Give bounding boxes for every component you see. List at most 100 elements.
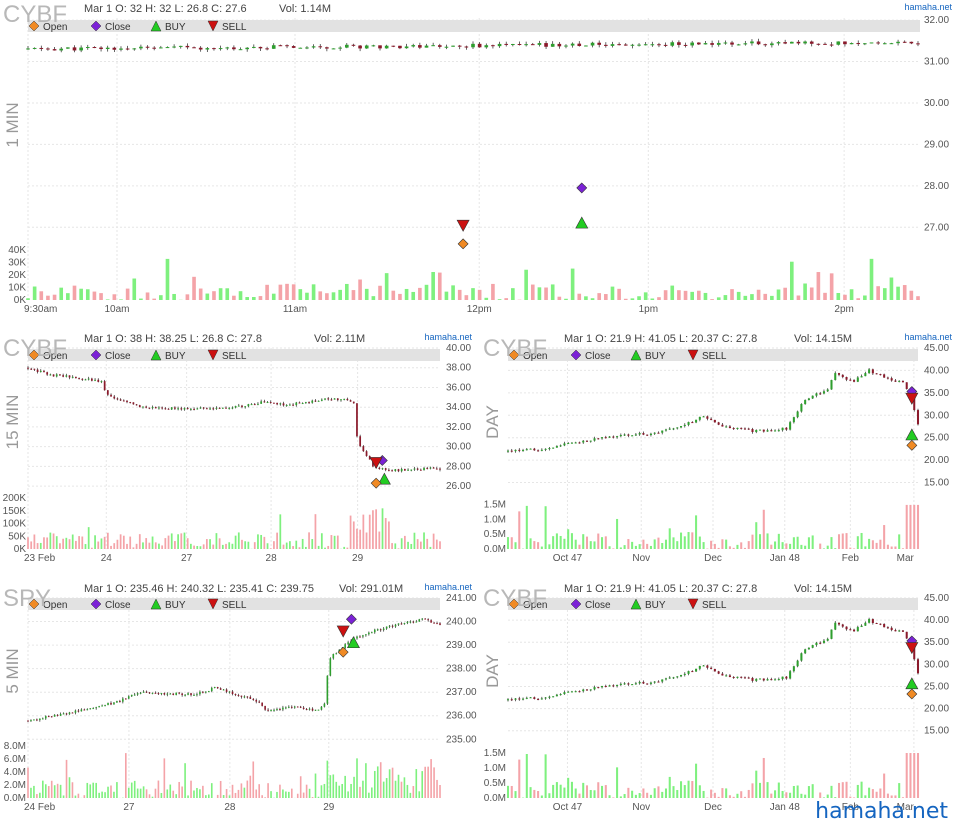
candle-body xyxy=(687,422,690,425)
y-tick-label: 241.00 xyxy=(446,593,477,604)
volume-bar xyxy=(439,541,441,549)
volume-bar xyxy=(74,795,77,798)
candle-body xyxy=(278,45,283,47)
candle-body xyxy=(252,46,256,48)
volume-bar xyxy=(896,286,900,300)
candle-body xyxy=(698,416,701,420)
volume-bar xyxy=(762,757,765,798)
candle-body xyxy=(30,720,32,722)
candle-body xyxy=(743,677,746,679)
volume-bar xyxy=(232,295,236,300)
candle-body xyxy=(74,710,77,713)
volume-bar xyxy=(421,771,424,798)
candle-body xyxy=(139,692,142,694)
candle-body xyxy=(796,660,799,667)
legend-sell-label: SELL xyxy=(702,600,727,611)
volume-bar xyxy=(728,546,731,549)
candle-body xyxy=(756,41,761,45)
volume-bar xyxy=(608,795,611,798)
candle-body xyxy=(657,681,660,683)
close-marker xyxy=(345,613,357,625)
volume-bar xyxy=(68,777,71,798)
candle-body xyxy=(59,374,61,376)
volume-bar xyxy=(238,291,243,300)
candle-body xyxy=(113,396,116,399)
volume-bar xyxy=(533,789,536,798)
candle-body xyxy=(397,469,400,472)
candle-body xyxy=(875,622,878,624)
volume-bar xyxy=(142,542,144,549)
volume-bar xyxy=(368,514,371,549)
volume-bar xyxy=(830,785,833,798)
candle-body xyxy=(308,708,311,710)
candle-body xyxy=(770,430,773,432)
candle-body xyxy=(522,450,525,452)
volume-bar xyxy=(774,790,777,798)
volume-bar xyxy=(570,533,573,549)
volume-tick-label: 150K xyxy=(3,506,27,517)
volume-bar xyxy=(388,769,391,798)
candle-body xyxy=(126,400,128,403)
volume-bar xyxy=(883,525,886,549)
volume-bar xyxy=(292,546,294,549)
volume-bar xyxy=(544,287,548,300)
candle-body xyxy=(104,705,106,707)
candle-body xyxy=(364,45,369,49)
volume-bar xyxy=(796,536,799,549)
volume-bar xyxy=(559,784,562,798)
volume-bar xyxy=(751,783,754,798)
volume-bar xyxy=(125,753,127,798)
volume-bar xyxy=(210,783,213,798)
candle-body xyxy=(50,716,53,718)
candle-body xyxy=(751,677,754,681)
volume-bar xyxy=(403,535,406,549)
candle-body xyxy=(864,373,867,377)
legend-close-label: Close xyxy=(585,600,611,611)
volume-bar xyxy=(901,797,904,798)
candle-body xyxy=(698,665,701,669)
candle-body xyxy=(687,671,690,674)
volume-bar xyxy=(544,754,547,798)
volume-bar xyxy=(43,537,45,549)
candle-body xyxy=(672,428,675,430)
candle-body xyxy=(145,691,148,693)
candle-body xyxy=(533,697,536,699)
volume-bar xyxy=(529,787,532,798)
volume-bar xyxy=(327,545,330,549)
candle-body xyxy=(670,42,675,46)
volume-bar xyxy=(570,268,575,300)
volume-bar xyxy=(205,539,208,549)
candle-body xyxy=(302,707,305,710)
candle-body xyxy=(409,621,412,623)
candle-body xyxy=(198,47,203,50)
candle-body xyxy=(430,620,432,623)
candle-body xyxy=(231,407,234,409)
candle-body xyxy=(210,687,213,692)
volume-bar xyxy=(736,793,739,798)
volume-bar xyxy=(338,785,341,798)
candle-body xyxy=(66,47,70,49)
volume-bar xyxy=(424,766,426,798)
candle-body xyxy=(777,430,780,432)
candle-body xyxy=(529,697,532,699)
volume-bar xyxy=(750,294,754,300)
candle-body xyxy=(785,427,788,430)
volume-bar xyxy=(400,538,403,549)
volume-bar xyxy=(225,543,227,549)
volume-bar xyxy=(338,289,342,300)
volume-bar xyxy=(196,546,199,549)
candle-body xyxy=(216,686,219,689)
candle-body xyxy=(457,45,462,47)
candle-body xyxy=(79,47,83,51)
volume-bar xyxy=(725,539,728,549)
volume-bar xyxy=(104,792,106,798)
candle-body xyxy=(243,696,246,698)
candle-body xyxy=(630,44,635,46)
candle-body xyxy=(663,44,668,46)
site-link[interactable]: hamaha.net xyxy=(815,799,948,824)
candle-body xyxy=(205,408,208,410)
candle-body xyxy=(36,719,38,721)
volume-bar xyxy=(537,791,540,798)
volume-bar xyxy=(209,539,211,549)
candle-body xyxy=(875,373,878,375)
